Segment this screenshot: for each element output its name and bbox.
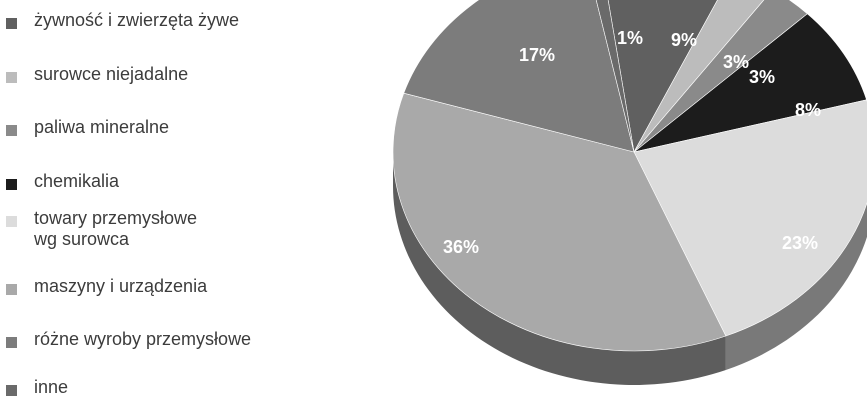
legend-item-food: żywność i zwierzęta żywe xyxy=(6,10,239,31)
legend-label-other: inne xyxy=(34,377,69,397)
legend-label-machinery: maszyny i urządzenia xyxy=(34,276,208,296)
legend-label-fuels: paliwa mineralne xyxy=(34,117,170,137)
legend-swatch-machinery xyxy=(6,284,17,295)
legend-swatch-chemicals xyxy=(6,179,17,190)
slice-label-food: 9% xyxy=(671,30,697,50)
legend-item-fuels: paliwa mineralne xyxy=(6,117,169,138)
pie-slice-5 xyxy=(392,92,727,352)
slice-labels: 9% 3% 3% 8% 23% 36% 17% 1% xyxy=(443,28,821,257)
slice-side-5 xyxy=(393,152,726,385)
legend-item-other: inne xyxy=(6,377,68,398)
legend-item-manufactured-goods: towary przemysłowe wg surowca xyxy=(6,208,197,250)
pie-slice-6 xyxy=(403,0,635,153)
legend-swatch-misc-products xyxy=(6,337,17,348)
legend-swatch-fuels xyxy=(6,125,17,136)
legend-swatch-other xyxy=(6,385,17,396)
slice-label-misc-products: 17% xyxy=(519,45,555,65)
legend-item-raw-materials: surowce niejadalne xyxy=(6,64,188,85)
legend-item-misc-products: różne wyroby przemysłowe xyxy=(6,329,251,350)
pie-slice-4 xyxy=(633,99,867,337)
pie-slice-0 xyxy=(607,0,718,153)
pie-slices xyxy=(392,0,867,385)
slice-side-4 xyxy=(725,202,867,370)
legend-item-chemicals: chemikalia xyxy=(6,171,119,192)
slice-label-chemicals: 8% xyxy=(795,100,821,120)
legend-swatch-manufactured-goods xyxy=(6,216,17,227)
legend-swatch-food xyxy=(6,18,17,29)
legend-label-chemicals: chemikalia xyxy=(34,171,120,191)
slice-label-manufactured-goods: 23% xyxy=(782,233,818,253)
slice-label-fuels: 3% xyxy=(749,67,775,87)
legend-label-raw-materials: surowce niejadalne xyxy=(34,64,189,84)
legend-label-misc-products: różne wyroby przemysłowe xyxy=(34,329,252,349)
slice-label-other: 1% xyxy=(617,28,643,48)
legend-label-food: żywność i zwierzęta żywe xyxy=(34,10,240,30)
pie-slice-3 xyxy=(633,13,867,153)
slice-label-raw-materials: 3% xyxy=(723,52,749,72)
slice-label-machinery: 36% xyxy=(443,237,479,257)
legend-swatch-raw-materials xyxy=(6,72,17,83)
legend-label-manufactured-goods: towary przemysłowe wg surowca xyxy=(34,208,198,249)
pie-chart: 9% 3% 3% 8% 23% 36% 17% 1% xyxy=(392,0,867,385)
legend-item-machinery: maszyny i urządzenia xyxy=(6,276,207,297)
